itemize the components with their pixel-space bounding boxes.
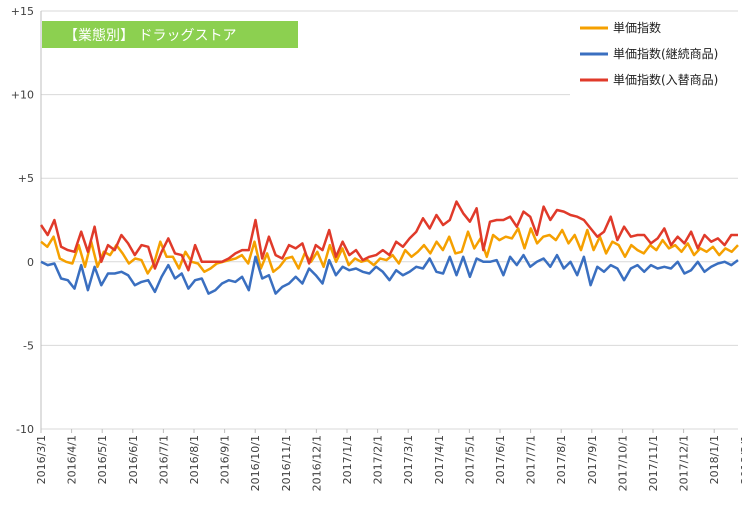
series-line-1 bbox=[40, 227, 739, 275]
x-tick-label: 2018/1/1 bbox=[708, 435, 721, 484]
x-tick-label: 2017/4/1 bbox=[433, 435, 446, 484]
legend-label: 単価指数(入替商品) bbox=[613, 72, 718, 87]
y-tick-label: -10 bbox=[16, 423, 34, 436]
x-tick-label: 2017/7/1 bbox=[525, 435, 538, 484]
x-tick-label: 2017/8/1 bbox=[555, 435, 568, 484]
x-tick-label: 2017/11/1 bbox=[647, 435, 660, 491]
y-axis-ticks: +15 +10 +5 0 -5 -10 bbox=[11, 5, 34, 436]
x-tick-label: 2017/12/1 bbox=[678, 435, 691, 491]
legend-label: 単価指数 bbox=[613, 20, 661, 35]
series-line-2 bbox=[40, 253, 739, 295]
x-tick-label: 2016/3/1 bbox=[35, 435, 48, 484]
series-lines bbox=[39, 200, 739, 295]
x-tick-label: 2016/9/1 bbox=[219, 435, 232, 484]
x-tick-label: 2016/10/1 bbox=[249, 435, 262, 491]
x-tick-label: 2017/3/1 bbox=[402, 435, 415, 484]
chart-title: 【業態別】 ドラッグストア bbox=[42, 21, 298, 48]
y-tick-label: 0 bbox=[27, 256, 34, 269]
x-tick-label: 2017/1/1 bbox=[341, 435, 354, 484]
x-tick-label: 2017/9/1 bbox=[586, 435, 599, 484]
x-tick-label: 2017/5/1 bbox=[463, 435, 476, 484]
x-tick-label: 2016/6/1 bbox=[127, 435, 140, 484]
x-axis-ticks: 2016/3/1 2016/4/1 2016/5/1 2016/6/1 2016/7/1… bbox=[35, 429, 742, 491]
y-tick-label: +15 bbox=[11, 5, 34, 18]
x-tick-label: 2016/5/1 bbox=[96, 435, 109, 484]
series-line-3 bbox=[39, 200, 738, 272]
x-tick-label: 2016/12/1 bbox=[310, 435, 323, 491]
x-tick-label: 2016/11/1 bbox=[280, 435, 293, 491]
y-tick-label: +10 bbox=[11, 89, 34, 102]
x-tick-label: 2017/6/1 bbox=[494, 435, 507, 484]
y-tick-label: -5 bbox=[23, 339, 34, 352]
x-tick-label: 2016/4/1 bbox=[66, 435, 79, 484]
x-tick-label: 2016/7/1 bbox=[157, 435, 170, 484]
x-tick-label: 2016/8/1 bbox=[188, 435, 201, 484]
x-tick-label: 2017/2/1 bbox=[372, 435, 385, 484]
legend-label: 単価指数(継続商品) bbox=[613, 46, 718, 61]
x-tick-label: 2018/2/1 bbox=[739, 435, 742, 484]
x-tick-label: 2017/10/1 bbox=[616, 435, 629, 491]
y-tick-label: +5 bbox=[18, 172, 34, 185]
